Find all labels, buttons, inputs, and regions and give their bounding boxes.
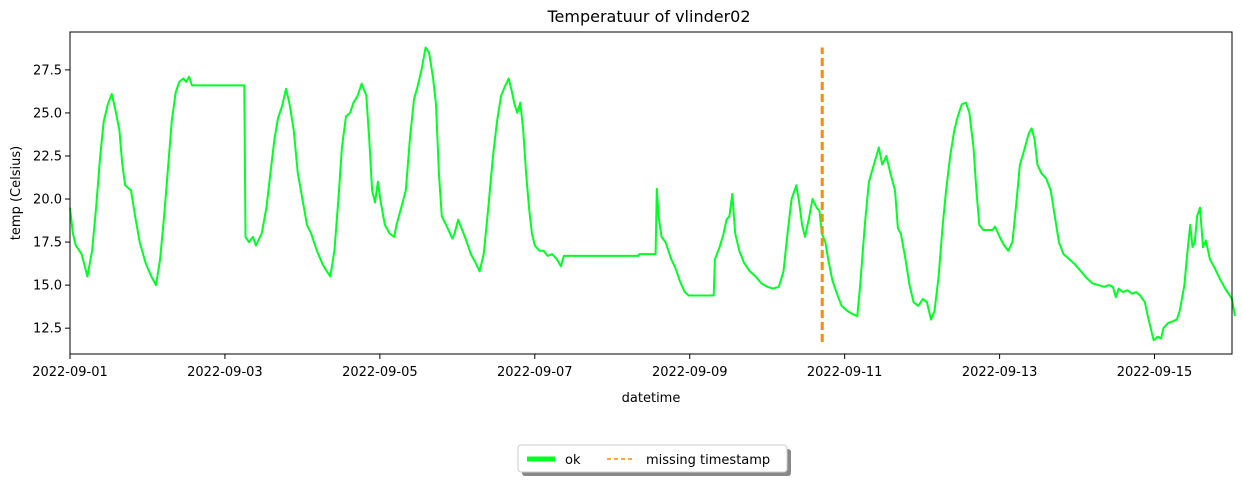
- y-axis: 12.5 15.0 17.5 20.0 22.5 25.0 27.5: [33, 63, 70, 337]
- x-tick-label: 2022-09-01: [32, 365, 108, 380]
- x-tick-label: 2022-09-03: [187, 365, 263, 380]
- legend-box: [517, 444, 788, 473]
- x-tick-label: 2022-09-11: [807, 365, 883, 380]
- x-axis-label: datetime: [622, 391, 681, 406]
- x-tick-label: 2022-09-05: [342, 365, 418, 380]
- series-layer: [69, 46, 1236, 342]
- y-tick-label: 22.5: [33, 149, 62, 164]
- y-tick-label: 20.0: [33, 193, 62, 208]
- legend: ok missing timestamp: [517, 444, 791, 476]
- x-axis: 2022-09-01 2022-09-03 2022-09-05 2022-09-07…: [32, 354, 1192, 380]
- legend-label-missing: missing timestamp: [646, 453, 770, 468]
- x-tick-label: 2022-09-13: [962, 365, 1038, 380]
- y-tick-label: 27.5: [33, 63, 62, 78]
- series-line-ok: [69, 46, 1236, 342]
- y-axis-label: temp (Celsius): [9, 146, 24, 240]
- x-tick-label: 2022-09-07: [497, 365, 573, 380]
- plot-frame: [69, 31, 1233, 355]
- y-tick-label: 17.5: [33, 236, 62, 251]
- y-tick-label: 25.0: [33, 106, 62, 121]
- legend-label-ok: ok: [565, 453, 581, 468]
- y-tick-label: 12.5: [33, 322, 62, 337]
- chart-title: Temperatuur of vlinder02: [546, 7, 750, 26]
- x-tick-label: 2022-09-15: [1117, 365, 1193, 380]
- x-tick-label: 2022-09-09: [652, 365, 728, 380]
- y-tick-label: 15.0: [33, 279, 62, 294]
